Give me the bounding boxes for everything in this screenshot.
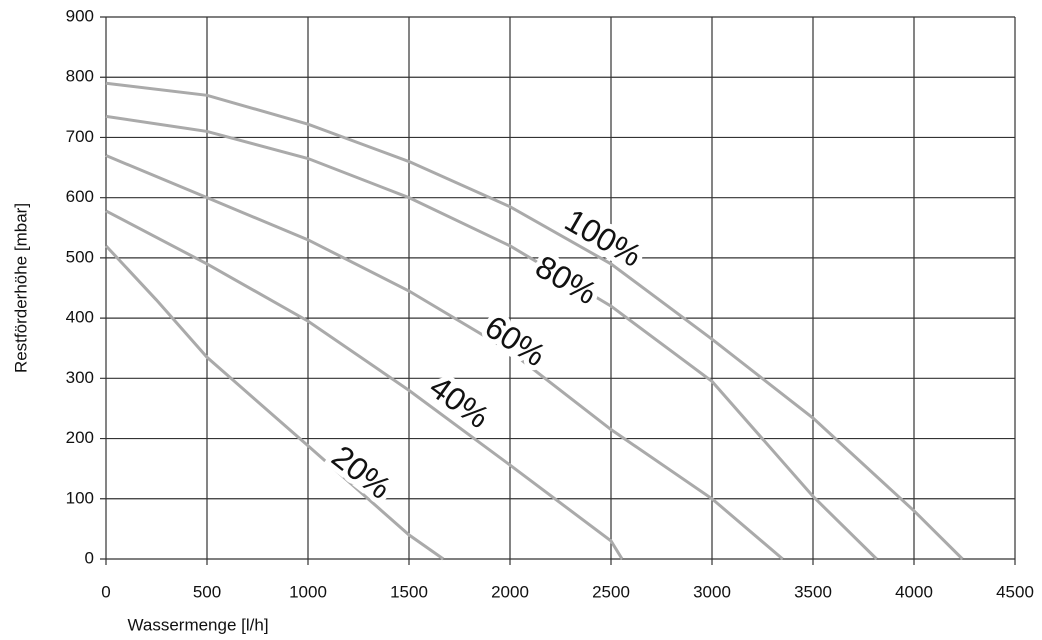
y-tick-label: 100: [66, 488, 94, 507]
x-tick-label: 4000: [895, 582, 933, 601]
y-axis-label: Restförderhöhe [mbar]: [11, 203, 30, 373]
y-tick-label: 400: [66, 308, 94, 327]
curve: [105, 114, 878, 561]
curve: [105, 209, 624, 560]
y-tick-label: 0: [85, 548, 94, 567]
x-tick-label: 1500: [390, 582, 428, 601]
y-tick-label: 500: [66, 247, 94, 266]
y-tick-label: 300: [66, 368, 94, 387]
x-tick-label: 2500: [592, 582, 630, 601]
x-tick-label: 4500: [996, 582, 1034, 601]
curve: [105, 154, 784, 561]
x-tick-label: 1000: [289, 582, 327, 601]
x-axis-label: Wassermenge [l/h]: [127, 615, 268, 634]
y-tick-label: 200: [66, 428, 94, 447]
y-tick-label: 600: [66, 187, 94, 206]
y-tick-label: 900: [66, 6, 94, 25]
curve: [104, 244, 445, 561]
x-tick-label: 3500: [794, 582, 832, 601]
y-tick-label: 800: [66, 67, 94, 86]
x-tick-label: 3000: [693, 582, 731, 601]
y-tick-label: 700: [66, 127, 94, 146]
x-tick-label: 2000: [491, 582, 529, 601]
x-tick-label: 0: [101, 582, 110, 601]
x-tick-label: 500: [193, 582, 221, 601]
curve-label: 20%: [325, 438, 398, 506]
curve: [105, 81, 964, 561]
